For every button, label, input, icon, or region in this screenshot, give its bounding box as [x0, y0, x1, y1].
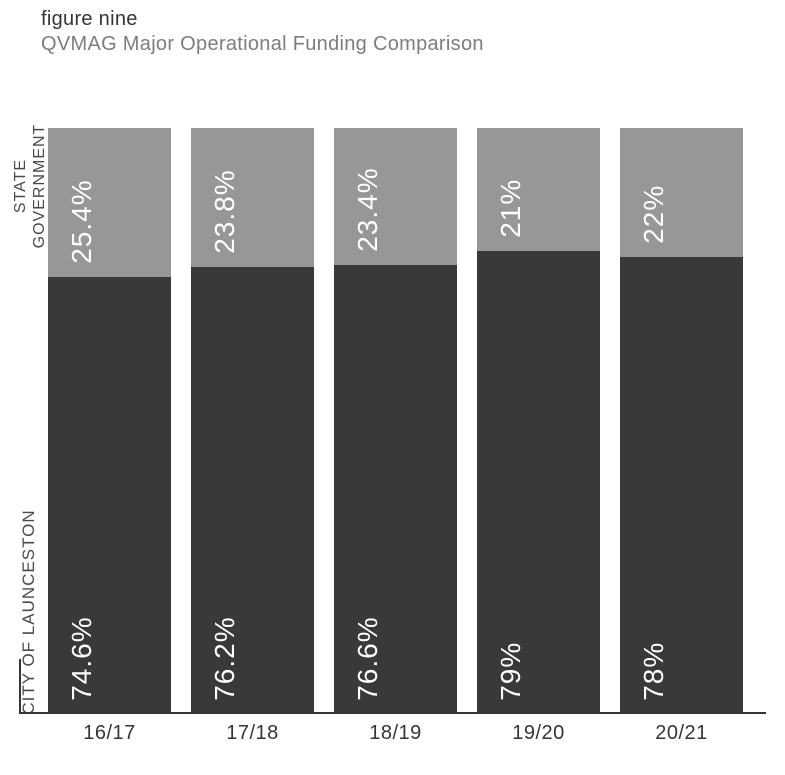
bar: 23.8% 76.2%	[191, 128, 314, 713]
chart-header: figure nine QVMAG Major Operational Fund…	[41, 7, 484, 56]
bar: 21% 79%	[477, 128, 600, 713]
figure-label: figure nine	[41, 8, 138, 30]
city-percent-label: 78%	[638, 641, 670, 701]
axis-label-state-line1: STATE	[11, 158, 29, 214]
state-segment: 22%	[620, 128, 743, 257]
bar: 23.4% 76.6%	[334, 128, 457, 713]
category-label: 16/17	[83, 722, 136, 744]
city-segment: 76.2%	[191, 267, 314, 713]
x-axis-line	[19, 712, 766, 714]
state-percent-label: 23.8%	[209, 169, 241, 255]
axis-label-state-line2: GOVERNMENT	[31, 123, 48, 249]
city-segment: 79%	[477, 250, 600, 713]
state-segment: 25.4%	[48, 128, 171, 277]
state-percent-label: 21%	[495, 178, 527, 238]
state-segment: 23.8%	[191, 128, 314, 268]
state-percent-label: 25.4%	[66, 179, 98, 264]
category-label: 18/19	[369, 722, 422, 744]
category-label: 20/21	[655, 722, 708, 744]
state-segment: 21%	[477, 128, 600, 251]
bar: 22% 78%	[620, 128, 743, 713]
city-segment: 74.6%	[48, 276, 171, 713]
bars-group: 25.4% 74.6% 23.8% 76.2% 23.4%	[48, 128, 743, 713]
city-percent-label: 76.6%	[352, 616, 384, 701]
category-label: 17/18	[226, 722, 279, 744]
bar: 25.4% 74.6%	[48, 128, 171, 713]
chart-title: QVMAG Major Operational Funding Comparis…	[41, 33, 484, 55]
axis-label-state-government: STATE GOVERNMENT	[11, 124, 49, 249]
city-percent-label: 76.2%	[209, 616, 241, 701]
state-segment: 23.4%	[334, 128, 457, 265]
category-label: 19/20	[512, 722, 565, 744]
city-percent-label: 79%	[495, 641, 527, 701]
y-axis-tick	[19, 659, 21, 714]
state-percent-label: 23.4%	[352, 167, 384, 252]
state-percent-label: 22%	[638, 184, 670, 244]
category-axis: 16/17 17/18 18/19 19/20 20/21	[48, 722, 743, 745]
city-segment: 76.6%	[334, 264, 457, 713]
city-percent-label: 74.6%	[66, 616, 98, 701]
axis-label-city-of-launceston: CITY OF LAUNCESTON	[19, 509, 38, 715]
city-segment: 78%	[620, 256, 743, 713]
